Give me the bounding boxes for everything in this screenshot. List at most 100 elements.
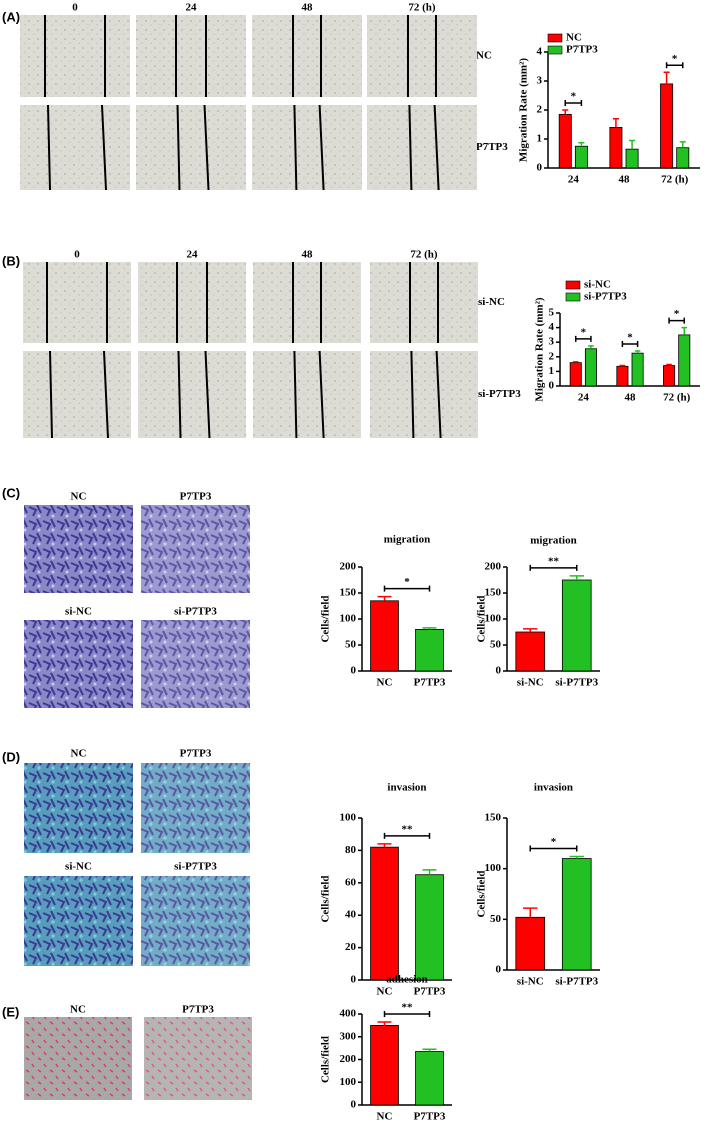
image-label: si-NC: [65, 606, 92, 618]
y-axis-label: Migration Rate (mm²): [534, 297, 546, 401]
micrograph: [141, 620, 250, 708]
y-tick-label: 400: [340, 1008, 357, 1020]
y-tick-label: 150: [485, 587, 502, 599]
micrograph: [136, 105, 246, 190]
y-tick-label: 5: [549, 307, 555, 319]
micrograph: [141, 763, 250, 853]
significance-label: *: [404, 576, 410, 588]
bar: [678, 334, 691, 387]
wound-edge: [435, 350, 442, 439]
x-tick-label: si-P7TP3: [555, 976, 598, 988]
legend-swatch: [547, 33, 563, 43]
y-tick-label: 50: [345, 639, 357, 651]
y-tick-label: 100: [340, 812, 357, 824]
row-label: NC: [476, 50, 492, 62]
x-tick-label: si-NC: [517, 976, 544, 988]
error-bar: [569, 855, 584, 859]
error-bar: [422, 1048, 437, 1052]
micrograph: [23, 262, 131, 343]
micrograph: [370, 351, 478, 438]
row-label: P7TP3: [476, 141, 508, 153]
bar: [569, 362, 582, 387]
legend-swatch: [565, 292, 581, 302]
micrograph: [20, 15, 130, 97]
panel-label: (A): [2, 9, 20, 24]
significance-label: *: [672, 53, 678, 65]
column-label: 0: [72, 2, 78, 14]
panel-label: (D): [2, 749, 20, 764]
micrograph: [141, 876, 250, 966]
micrograph: [24, 1017, 132, 1100]
chart-title: migration: [384, 534, 430, 546]
bar: [415, 1051, 444, 1106]
legend-label: NC: [566, 32, 582, 44]
column-label: 48: [302, 249, 314, 261]
micrograph: [141, 505, 250, 593]
bar: [609, 127, 623, 169]
error-bar: [523, 907, 538, 918]
wound-edge: [103, 350, 109, 439]
column-label: 24: [187, 249, 199, 261]
bar: [370, 846, 399, 981]
image-label: P7TP3: [180, 491, 212, 503]
significance-label: *: [627, 331, 633, 343]
wound-edge: [318, 104, 325, 191]
error-bar: [679, 141, 686, 148]
y-axis-label: Cells/field: [476, 595, 488, 642]
column-label: 0: [74, 249, 80, 261]
micrograph: [24, 763, 133, 853]
micrograph: [24, 505, 133, 593]
error-bar: [569, 575, 584, 580]
micrograph: [367, 105, 477, 190]
significance-bracket: [621, 340, 639, 347]
wound-edge: [204, 350, 211, 439]
wound-edge: [47, 104, 51, 191]
bar: [515, 916, 546, 971]
wound-edge: [410, 350, 415, 439]
error-bar: [681, 326, 688, 335]
error-bar: [377, 1021, 392, 1026]
error-bar: [572, 361, 579, 363]
y-tick-label: 100: [485, 862, 502, 874]
error-bar: [422, 627, 437, 630]
y-tick-label: 100: [340, 1076, 357, 1088]
panel-label: (E): [2, 1004, 19, 1019]
bar: [515, 631, 546, 672]
bar: [415, 874, 444, 981]
significance-label: **: [548, 555, 560, 567]
y-tick-label: 1: [537, 133, 543, 145]
y-tick-label: 0: [537, 162, 543, 174]
significance-label: **: [402, 823, 414, 835]
x-tick-label: si-P7TP3: [555, 677, 598, 689]
y-tick-label: 2: [537, 104, 543, 116]
micrograph: [144, 1017, 252, 1100]
y-axis-label: Cells/field: [320, 1036, 332, 1083]
x-tick-label: 48: [619, 174, 631, 186]
image-label: si-P7TP3: [174, 606, 217, 618]
y-tick-label: 200: [340, 561, 357, 573]
micrograph: [23, 351, 131, 438]
wound-edge: [318, 350, 325, 439]
x-tick-label: 72 (h): [663, 392, 691, 404]
significance-bracket: [665, 62, 684, 69]
micrograph: [136, 15, 246, 97]
significance-label: *: [571, 91, 577, 103]
y-axis-label: Cells/field: [320, 595, 332, 642]
y-tick-label: 0: [496, 964, 502, 976]
error-bar: [588, 345, 594, 349]
micrograph: [367, 15, 477, 97]
row-label: si-NC: [478, 296, 505, 308]
wound-edge: [433, 104, 440, 191]
x-tick-label: NC: [377, 677, 393, 689]
significance-bracket: [529, 845, 578, 852]
error-bar: [377, 595, 392, 601]
column-label: 72 (h): [410, 249, 438, 261]
y-tick-label: 0: [351, 974, 357, 986]
error-bar: [422, 869, 437, 875]
bar: [616, 365, 629, 387]
image-label: NC: [71, 491, 87, 503]
error-bar: [629, 139, 636, 150]
significance-bracket: [574, 335, 592, 342]
micrograph: [138, 351, 246, 438]
bar: [561, 579, 592, 672]
